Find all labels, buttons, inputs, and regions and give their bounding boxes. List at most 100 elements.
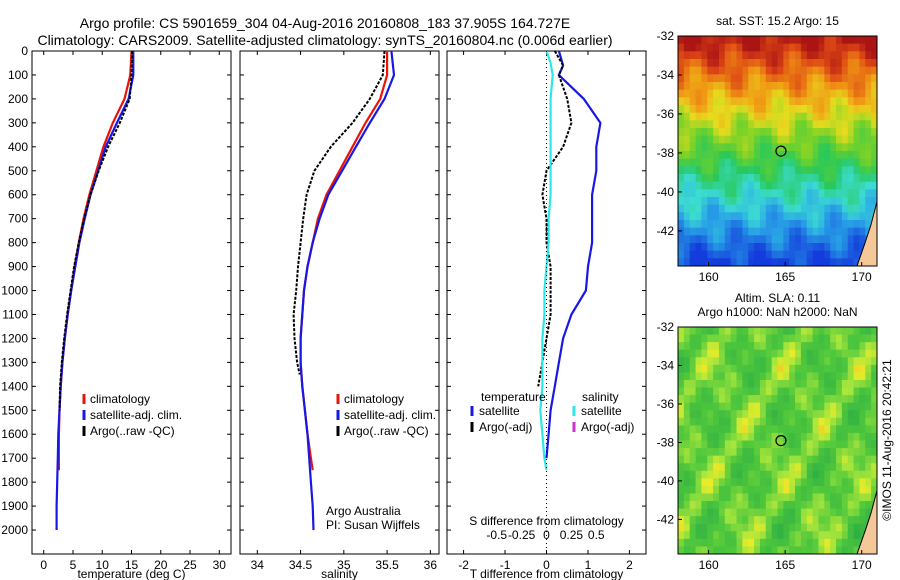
sst_map-cell xyxy=(859,143,866,152)
sst_map-cell xyxy=(754,197,761,206)
temperature-series-group xyxy=(55,51,135,530)
sst_map-cell xyxy=(707,66,714,75)
sst_map-cell xyxy=(806,258,814,266)
sla_map-cell xyxy=(759,523,767,532)
sla_map-cell xyxy=(830,523,837,532)
sla_map-cell xyxy=(865,357,872,366)
sst_map-cell xyxy=(718,151,726,160)
sst_map-cell xyxy=(718,97,726,106)
sla_map-cell xyxy=(695,463,703,472)
sla_map-cell xyxy=(759,478,767,487)
sst_map-cell xyxy=(736,250,743,259)
sst_map-cell xyxy=(859,120,866,129)
sla_map-cell xyxy=(742,334,749,343)
sst_map-cell xyxy=(841,189,849,198)
sst_map-cell xyxy=(847,112,855,121)
sla_map-cell xyxy=(830,516,837,525)
sla_map-cell xyxy=(759,463,767,472)
sla_map-cell xyxy=(836,379,843,389)
sla_map-cell xyxy=(847,432,855,442)
sst_map-cell xyxy=(836,235,843,244)
sla_map-cell xyxy=(824,387,831,396)
sla_map-cell xyxy=(678,470,685,479)
sla_map-cell xyxy=(759,493,767,502)
difference-s-tick-label: -0.25 xyxy=(508,528,536,542)
sst_map-cell xyxy=(836,128,843,137)
sla_map-cell xyxy=(689,379,697,389)
sla_map-cell xyxy=(683,485,691,495)
sst_map-cell xyxy=(701,36,708,45)
sla_map-cell xyxy=(777,402,784,411)
sst_map-cell xyxy=(718,43,726,52)
sla_map-cell xyxy=(724,485,732,495)
sla_map-cell xyxy=(689,349,697,358)
sla_map-cell xyxy=(730,364,738,373)
sst_map-cell xyxy=(742,135,749,144)
sla_map-cell xyxy=(783,410,790,419)
sla_map-cell xyxy=(818,508,825,517)
sla_map-cell xyxy=(812,538,820,548)
sst_map-cell xyxy=(771,220,779,229)
difference-xtick-label: -1 xyxy=(500,558,511,572)
sla_map-cell xyxy=(748,440,755,449)
sla_map-cell xyxy=(678,425,685,434)
sst_map-cell xyxy=(701,135,708,144)
sla_map-cell xyxy=(789,425,796,434)
sla_map-cell xyxy=(841,493,849,502)
sst_map-cell xyxy=(707,36,714,45)
sla_map-cell xyxy=(836,516,843,525)
sla_map-cell xyxy=(853,493,861,502)
sla_map-cell xyxy=(783,516,790,525)
sla_map-cell xyxy=(695,470,703,479)
sst_map-cell xyxy=(765,212,773,221)
sst_map-cell xyxy=(748,36,755,45)
sst_map-cell xyxy=(800,181,808,190)
sla_map-cell xyxy=(783,402,790,411)
sla_map-cell xyxy=(730,455,738,464)
sla_map-cell xyxy=(718,546,726,554)
sst_map-cell xyxy=(806,74,814,83)
sla_map-cell xyxy=(871,478,877,487)
sst_map-ytick-label: -36 xyxy=(657,107,675,121)
sst_map-cell xyxy=(847,97,855,106)
sst_map-cell xyxy=(853,128,861,137)
sst_map-cell xyxy=(789,220,796,229)
sst_map-cell xyxy=(871,166,877,175)
sst_map-cell xyxy=(718,197,726,206)
sst_map-cell xyxy=(754,59,761,68)
sla_map-cell xyxy=(754,546,761,554)
sst_map-cell xyxy=(771,227,779,236)
sst_map-cell xyxy=(701,158,708,167)
sla_map-cell xyxy=(730,501,738,510)
sla_map-cell xyxy=(759,372,767,381)
sla_map-cell xyxy=(759,448,767,457)
sla_map-cell xyxy=(859,463,866,472)
sla_map-cell xyxy=(701,538,708,548)
sla_map-cell xyxy=(689,395,697,404)
sla_map-cell xyxy=(871,448,877,457)
sst_map-cell xyxy=(771,189,779,198)
sst_map-cell xyxy=(871,174,877,183)
sla_map-cell xyxy=(783,478,790,487)
sla_map-cell xyxy=(736,508,743,517)
sst_map-cell xyxy=(707,212,714,221)
sla_map-cell xyxy=(841,470,849,479)
sla_map-cell xyxy=(859,357,866,366)
sla_map-cell xyxy=(806,379,814,389)
sla_map-cell xyxy=(777,470,784,479)
sst_map-cell xyxy=(736,51,743,60)
sst_map-cell xyxy=(759,158,767,167)
sla_map-cell xyxy=(800,546,808,554)
sla_map-cell xyxy=(689,508,697,517)
sst_map-cell xyxy=(754,243,761,252)
sst_map-cell xyxy=(695,74,703,83)
sla_map-cell xyxy=(812,387,820,396)
sla_map-cell xyxy=(795,349,802,358)
sst_map-cell xyxy=(818,51,825,60)
sst_map-cell xyxy=(824,204,831,213)
sst_map-cell xyxy=(824,135,831,144)
sst_map-cell xyxy=(859,51,866,60)
difference-s-tick-label: 0.25 xyxy=(560,528,584,542)
sst_map-cell xyxy=(771,151,779,160)
sst_map-cell xyxy=(783,59,790,68)
